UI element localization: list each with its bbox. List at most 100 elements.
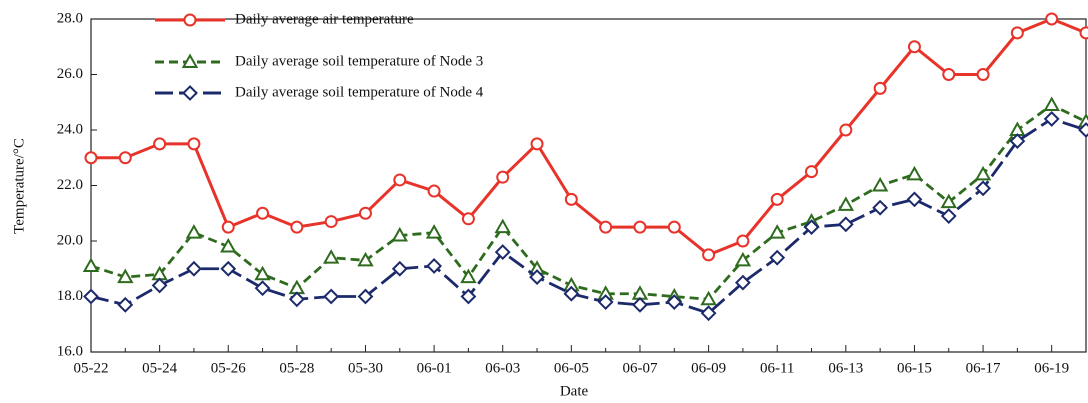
x-tick-label: 06-05 [554,360,589,376]
data-point [563,285,580,302]
data-point [391,226,409,242]
data-point [185,224,203,239]
data-point [530,137,544,151]
data-point [186,260,202,277]
data-point [768,224,786,239]
data-point [1043,110,1060,127]
data-point [769,249,786,266]
data-point [734,274,751,291]
data-point [1043,96,1060,112]
data-point [805,165,819,179]
data-point [597,294,614,310]
legend-label: Daily average air temperature [235,11,414,27]
data-point [221,220,235,234]
data-point [906,191,923,208]
data-point [187,137,201,151]
legend-label: Daily average soil temperature of Node 4 [235,84,484,100]
data-point [254,265,271,281]
data-point [84,151,98,165]
x-tick-label: 06-07 [622,360,657,376]
x-tick-label: 06-17 [966,360,1001,376]
data-point [1078,122,1088,138]
data-point [666,294,683,310]
data-point [906,165,923,181]
data-point [220,260,237,277]
data-point [907,40,921,54]
data-point [288,291,305,308]
data-point [770,192,784,206]
data-point [837,196,855,211]
y-tick-label: 28.0 [57,10,83,26]
data-point [393,173,407,187]
data-point [667,220,681,234]
data-point [324,215,338,229]
y-tick-label: 26.0 [57,66,83,82]
data-point [290,220,304,234]
data-point [117,296,134,313]
data-point [118,151,132,165]
x-tick-label: 05-28 [279,360,314,376]
x-tick-label: 06-11 [760,360,794,376]
data-point [391,260,408,277]
data-point [153,137,167,151]
data-point [1009,133,1026,150]
x-tick-label: 05-22 [74,360,109,376]
data-point [82,257,100,272]
data-point [83,288,99,305]
y-tick-label: 22.0 [57,177,83,193]
data-point [256,206,270,220]
data-point [1079,26,1088,40]
x-tick-label: 06-13 [828,360,863,376]
legend-marker [183,13,197,27]
data-point [496,170,510,184]
data-point [494,218,511,234]
data-point [803,219,820,236]
data-point [736,234,750,248]
data-point [839,123,853,137]
series-line [90,117,1087,315]
x-tick-label: 06-03 [485,360,520,376]
x-tick-label: 06-19 [1034,360,1069,376]
data-point [942,68,956,81]
data-point [151,277,168,294]
x-tick-label: 05-24 [142,360,177,376]
data-point [357,288,374,305]
legend-label: Daily average soil temperature of Node 3 [235,53,483,69]
data-point [427,184,441,198]
data-point [494,244,511,261]
data-point [974,165,992,181]
legend-marker [182,85,198,101]
data-point [940,208,957,224]
data-point [323,288,340,305]
y-tick-label: 20.0 [57,232,83,248]
series-line [90,103,1087,301]
data-point [872,199,889,216]
data-point [873,81,887,95]
data-point [1045,12,1059,26]
data-point [975,180,991,197]
data-point [460,268,477,284]
data-point [633,220,647,234]
data-point [357,251,374,267]
data-point [529,269,545,285]
y-tick-label: 18.0 [57,288,83,304]
x-axis-title: Date [560,383,589,399]
data-point [1010,26,1024,40]
data-point [425,224,443,239]
data-point [632,296,648,313]
data-point [700,305,717,322]
x-tick-label: 06-15 [897,360,932,376]
data-point [322,249,340,264]
legend-marker [181,53,199,68]
data-point [254,280,271,297]
data-point [117,268,134,284]
y-tick-label: 16.0 [57,343,83,359]
y-tick-label: 24.0 [57,121,83,137]
x-tick-label: 05-26 [211,360,246,376]
data-point [461,212,475,226]
data-point [564,192,578,206]
data-point [871,176,889,192]
data-point [599,220,613,234]
